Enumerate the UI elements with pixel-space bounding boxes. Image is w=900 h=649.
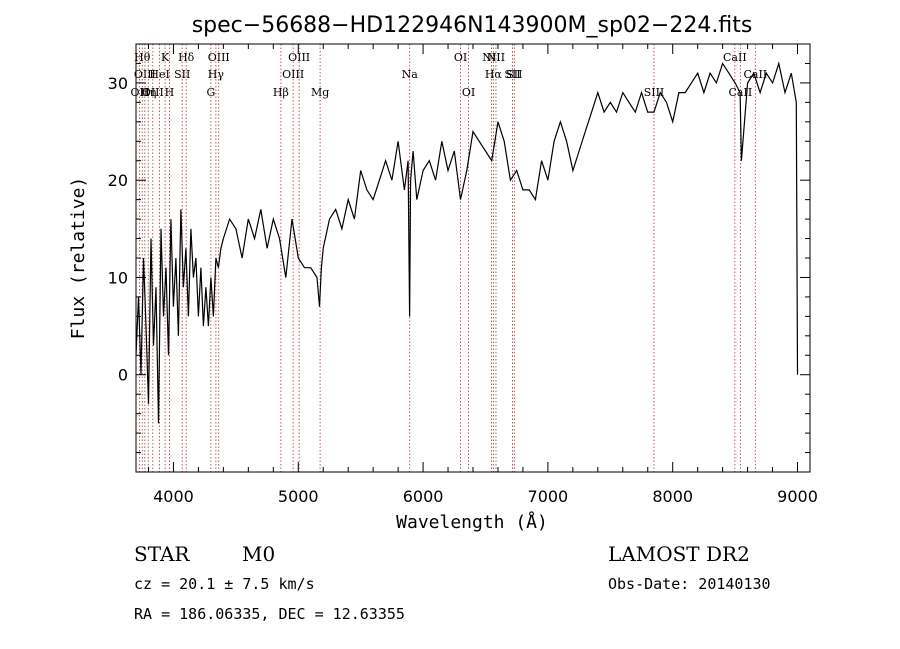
- y-axis-label: Flux (relative): [68, 177, 89, 340]
- reference-line-label: OI: [454, 51, 467, 64]
- reference-line-label: CaII: [723, 51, 747, 64]
- obs-date: Obs-Date: 20140130: [608, 575, 771, 593]
- reference-line-label: CaII: [729, 86, 753, 99]
- plot-frame: [135, 43, 811, 473]
- survey-name: LAMOST DR2: [608, 542, 750, 566]
- x-tick-label: 5000: [278, 487, 319, 506]
- x-tick-label: 8000: [652, 487, 693, 506]
- y-axis: 0 10 20 30: [108, 43, 810, 454]
- reference-line-label: Na: [402, 68, 419, 81]
- reference-line-label: Hθ: [134, 51, 151, 64]
- object-subclass: M0: [242, 542, 275, 566]
- chart-title: spec−56688−HD122946N143900M_sp02−224.fit…: [192, 13, 753, 38]
- reference-lines: [138, 44, 756, 472]
- y-tick-label: 20: [108, 171, 128, 190]
- x-tick-label: 9000: [777, 487, 818, 506]
- reference-line-label: SII: [504, 68, 520, 81]
- x-tick-label: 4000: [153, 487, 194, 506]
- reference-line-label: H: [165, 86, 175, 99]
- reference-labels: OIIHθOIIIHηOIIIHeIKHSIIHδGHγOIIIHβOIIIOI…: [131, 51, 768, 99]
- reference-line-label: OIII: [288, 51, 310, 64]
- x-tick-label: 6000: [403, 487, 444, 506]
- reference-line-label: OI: [462, 86, 475, 99]
- reference-line-label: SIII: [644, 86, 665, 99]
- x-axis-label: Wavelength (Å): [396, 511, 548, 533]
- reference-line-label: Hδ: [178, 51, 195, 64]
- coordinates: RA = 186.06335, DEC = 12.63355: [134, 605, 405, 623]
- x-axis: 4000 5000 6000 7000 8000 9000: [147, 44, 818, 506]
- reference-line-label: SII: [174, 68, 190, 81]
- reference-line-label: CaII: [743, 68, 767, 81]
- reference-line-label: Mg: [311, 86, 329, 99]
- x-tick-label: 7000: [528, 487, 569, 506]
- reference-line-label: HeI: [149, 68, 169, 81]
- reference-line-label: NII: [482, 51, 500, 64]
- y-tick-label: 0: [118, 366, 128, 385]
- redshift-cz: cz = 20.1 ± 7.5 km/s: [134, 575, 315, 593]
- reference-line-label: SII: [506, 68, 522, 81]
- reference-line-label: K: [161, 51, 170, 64]
- reference-line-label: Hη: [140, 86, 156, 99]
- reference-line-label: Hα: [485, 68, 503, 81]
- reference-line-label: OIII: [134, 68, 156, 81]
- object-class: STAR: [134, 542, 190, 566]
- reference-line-label: NII: [487, 51, 505, 64]
- reference-line-label: OII: [131, 86, 149, 99]
- reference-line-label: Hβ: [273, 86, 289, 99]
- reference-line-label: OIII: [208, 51, 230, 64]
- y-tick-label: 30: [108, 74, 128, 93]
- reference-line-label: G: [206, 86, 215, 99]
- reference-line-label: Hγ: [208, 68, 225, 81]
- reference-line-label: OIII: [282, 68, 304, 81]
- y-tick-label: 10: [108, 268, 128, 287]
- reference-line-label: OIII: [142, 86, 164, 99]
- spectrum-line: [135, 61, 799, 424]
